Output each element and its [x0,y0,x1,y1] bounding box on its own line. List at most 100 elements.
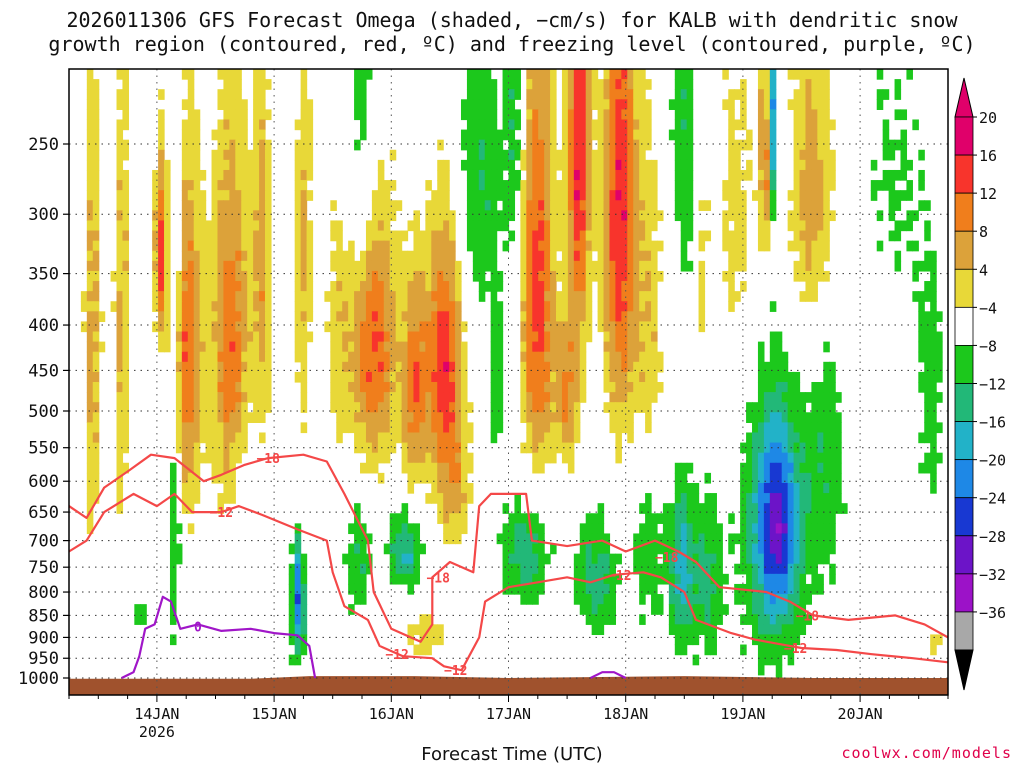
omega-cell [799,129,807,141]
omega-cell [223,301,230,312]
omega-cell [769,523,777,535]
omega-cell [597,149,605,161]
omega-cell [550,200,557,211]
omega-cell [799,69,807,80]
omega-cell [193,281,201,292]
omega-cell [490,79,498,90]
omega-cell [656,382,664,393]
omega-cell [633,361,640,373]
omega-cell [757,462,765,474]
omega-cell [413,240,421,252]
omega-cell [585,180,593,191]
omega-cell [229,341,236,353]
omega-cell [811,99,818,110]
omega-cell [377,250,385,262]
omega-cell [86,452,94,464]
omega-cell [781,361,789,373]
omega-cell [211,210,219,222]
omega-cell [746,139,753,151]
omega-cell [573,79,581,90]
omega-cell [466,462,474,474]
omega-cell [757,79,765,90]
omega-cell [526,412,533,423]
omega-cell [122,200,129,211]
omega-cell [360,69,367,80]
omega-cell [532,311,539,323]
omega-cell [550,119,557,131]
omega-cell [585,250,593,262]
omega-cell [656,270,664,282]
omega-cell [651,533,658,545]
omega-cell [769,644,777,656]
omega-cell [300,624,308,636]
omega-cell [811,452,818,464]
omega-cell [425,432,432,444]
omega-cell [746,533,753,545]
omega-cell [437,422,444,434]
omega-cell [92,321,100,333]
omega-cell [92,281,100,292]
omega-cell [259,99,266,110]
omega-cell [781,533,789,545]
omega-cell [698,503,706,514]
omega-cell [633,200,640,211]
omega-cell [532,361,539,373]
omega-cell [92,371,100,383]
omega-cell [259,250,266,262]
omega-cell [472,240,480,252]
omega-cell [811,69,818,80]
omega-cell [371,402,379,413]
credit-text: coolwx.com/models [841,744,1012,762]
omega-cell [627,109,634,121]
omega-cell [526,583,533,595]
omega-cell [763,402,771,413]
omega-cell [763,422,771,434]
omega-cell [235,392,242,403]
omega-cell [752,573,759,585]
omega-cell [692,503,700,514]
omega-cell [466,109,474,121]
omega-cell [609,573,617,585]
omega-cell [633,69,640,80]
omega-cell [579,270,587,282]
omega-cell [817,250,824,262]
omega-cell [704,493,712,504]
omega-cell [520,291,527,302]
omega-cell [235,260,242,272]
omega-cell [603,371,611,383]
omega-cell [187,523,195,535]
omega-cell [377,452,385,464]
omega-cell [490,109,498,121]
omega-cell [193,139,201,151]
omega-cell [472,200,480,211]
omega-cell [573,159,581,171]
omega-cell [781,523,789,535]
omega-cell [900,220,908,232]
omega-cell [615,351,622,363]
omega-cell [496,371,504,383]
omega-cell [757,149,765,161]
omega-cell [752,432,759,444]
omega-cell [573,321,581,333]
omega-cell [627,402,634,413]
omega-cell [639,79,646,90]
omega-cell [532,452,539,464]
omega-cell [181,180,189,191]
omega-cell [603,260,611,272]
omega-cell [306,220,314,232]
omega-cell [930,301,937,312]
omega-cell [223,361,230,373]
omega-cell [383,291,391,302]
x-tick-label: 20JAN [838,705,883,723]
omega-cell [603,69,611,80]
omega-cell [769,614,777,625]
omega-cell [431,422,438,434]
omega-cell [300,69,308,80]
omega-cell [787,594,795,605]
omega-cell [639,129,646,141]
omega-cell [502,149,510,161]
omega-cell [389,553,397,565]
omega-cell [354,291,361,302]
omega-cell [413,281,421,292]
omega-cell [425,442,432,454]
